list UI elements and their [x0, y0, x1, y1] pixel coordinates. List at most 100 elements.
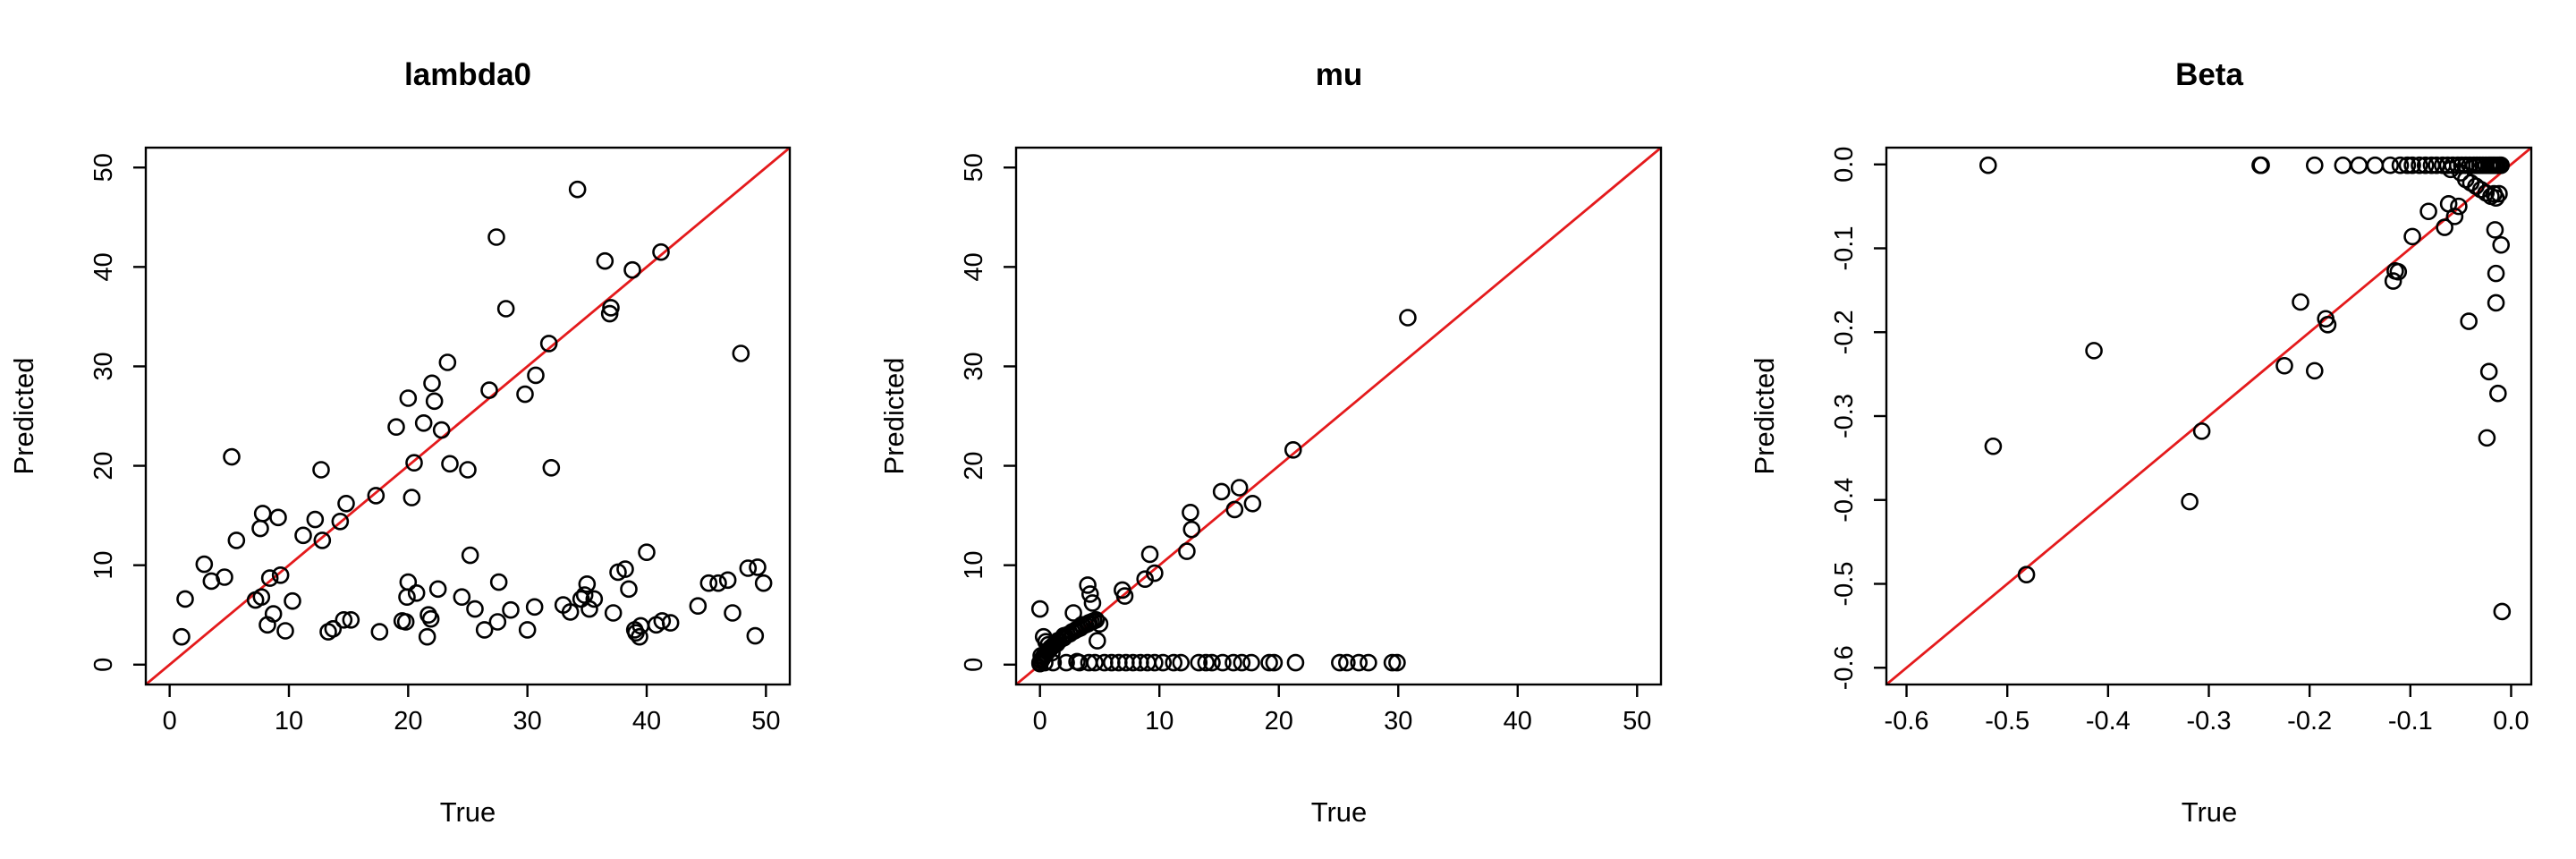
x-axis-label: True	[2182, 796, 2238, 828]
data-point	[2305, 361, 2324, 380]
data-point	[2492, 156, 2511, 174]
data-point	[1182, 520, 1201, 539]
data-point	[2492, 235, 2511, 254]
data-point	[1190, 653, 1208, 672]
data-point	[1083, 594, 1102, 612]
data-point	[227, 532, 246, 549]
scatter-panel-lambda0: lambda0 True Predicted 0 10 20 30 40 50 0 10 20 3…	[8, 57, 792, 828]
x-tick-label: 20	[394, 707, 422, 736]
data-point	[2442, 160, 2460, 179]
data-point	[223, 447, 241, 466]
y-axis-label: Predicted	[1749, 358, 1780, 475]
y-axis-label: Predicted	[8, 358, 39, 475]
x-tick-label: -0.5	[1985, 707, 2029, 736]
data-point	[2381, 156, 2400, 174]
y-tick-label: 20	[960, 451, 988, 480]
x-tick-label: 0	[163, 707, 177, 736]
data-point	[342, 610, 360, 629]
data-point	[488, 613, 507, 631]
data-point	[1086, 653, 1104, 672]
data-point	[1146, 564, 1164, 583]
data-point	[313, 532, 332, 549]
data-point	[1037, 633, 1055, 651]
data-point	[2450, 197, 2468, 216]
data-point	[2416, 156, 2435, 174]
data-point	[399, 389, 418, 407]
x-tick-label: 0	[1033, 707, 1047, 736]
data-point	[1165, 653, 1183, 672]
data-point	[1172, 653, 1191, 672]
data-point	[2478, 429, 2496, 447]
data-point	[1178, 542, 1196, 560]
data-point	[661, 614, 680, 632]
data-point	[2305, 156, 2324, 174]
x-tick-label: 10	[1145, 707, 1174, 736]
data-point	[2479, 362, 2498, 381]
data-point	[2487, 293, 2505, 312]
data-point	[1233, 653, 1251, 672]
y-tick-label: -0.6	[1830, 645, 1859, 690]
x-tick-label: 30	[513, 707, 542, 736]
data-point	[1079, 576, 1097, 594]
data-point	[1388, 653, 1406, 672]
data-point	[264, 605, 283, 623]
y-tick-label: -0.3	[1830, 394, 1859, 438]
chart-title: lambda0	[404, 57, 531, 92]
data-point	[441, 455, 459, 473]
data-point	[1068, 652, 1086, 671]
data-point	[1383, 653, 1402, 672]
data-point	[596, 251, 614, 270]
data-point	[1064, 604, 1082, 622]
data-point	[487, 228, 505, 246]
data-point	[370, 623, 389, 641]
data-point	[432, 421, 451, 439]
data-point	[2486, 221, 2504, 239]
y-tick-label: -0.4	[1830, 478, 1859, 523]
data-point	[620, 580, 638, 599]
x-tick-label: -0.1	[2388, 707, 2433, 736]
x-tick-label: 50	[1623, 707, 1651, 736]
data-point	[2411, 156, 2428, 174]
data-point	[527, 366, 545, 385]
data-point	[568, 180, 587, 199]
data-point	[276, 622, 294, 640]
data-point	[1212, 482, 1231, 501]
data-point	[2085, 342, 2103, 360]
data-point	[2445, 208, 2464, 225]
data-point	[754, 574, 773, 592]
data-point	[1057, 653, 1075, 672]
data-point	[489, 573, 508, 591]
x-tick-label: 0.0	[2493, 707, 2529, 736]
y-tick-label: -0.1	[1830, 226, 1859, 271]
data-point	[284, 591, 301, 610]
data-point	[2493, 602, 2512, 621]
y-axis-label: Predicted	[878, 358, 910, 475]
data-point	[542, 458, 561, 477]
data-point	[306, 510, 325, 529]
data-point	[580, 600, 598, 618]
data-point	[2490, 184, 2508, 203]
data-point	[1140, 545, 1159, 564]
data-point	[2460, 312, 2478, 330]
data-point	[396, 613, 415, 631]
data-point	[335, 610, 353, 629]
data-point	[438, 353, 457, 371]
x-tick-label: -0.3	[2187, 707, 2232, 736]
data-point	[616, 560, 634, 578]
data-point	[459, 461, 477, 479]
data-point	[749, 558, 767, 576]
data-point	[2181, 492, 2199, 511]
x-axis-label: True	[440, 796, 496, 828]
data-point	[428, 580, 447, 599]
data-point	[2292, 293, 2309, 311]
data-point	[312, 461, 330, 479]
data-point	[324, 619, 343, 638]
data-point	[1338, 653, 1356, 672]
data-point	[1230, 479, 1249, 497]
data-point	[1243, 494, 1262, 513]
data-point	[2403, 227, 2421, 246]
data-point	[2487, 264, 2505, 283]
data-point	[699, 574, 718, 592]
data-point	[2384, 272, 2402, 290]
panel-marks: 0 10 20 30 40 50 0 10 20 30 40 50	[960, 146, 1663, 736]
